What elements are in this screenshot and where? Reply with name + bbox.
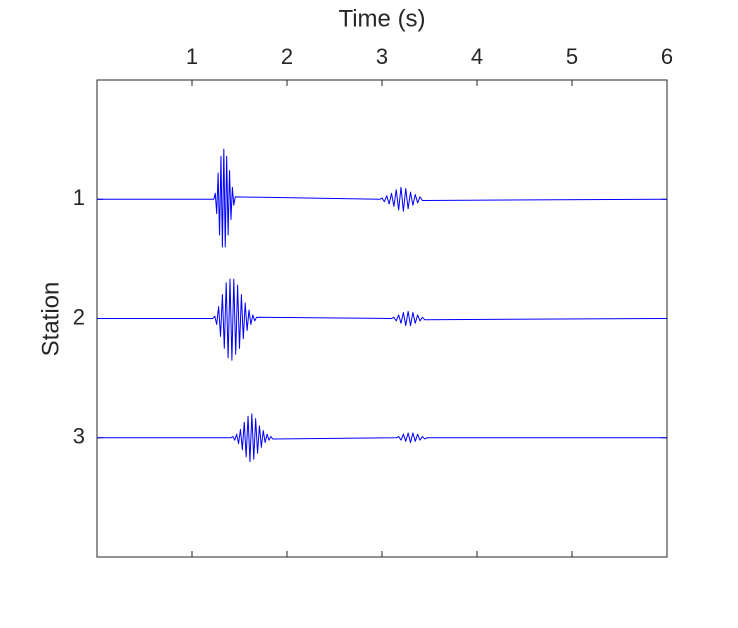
y-tick-label: 3: [73, 424, 85, 449]
y-tick-label: 1: [73, 185, 85, 210]
y-axis-label: Station: [37, 282, 64, 357]
x-tick-label: 5: [566, 44, 578, 69]
x-axis-label: Time (s): [338, 5, 425, 32]
x-tick-label: 2: [281, 44, 293, 69]
y-tick-label: 2: [73, 304, 85, 329]
x-tick-label: 4: [471, 44, 483, 69]
x-tick-label: 6: [661, 44, 673, 69]
x-tick-label: 1: [186, 44, 198, 69]
trace: [97, 148, 668, 248]
trace: [97, 413, 667, 463]
x-tick-label: 3: [376, 44, 388, 69]
trace: [97, 278, 668, 361]
